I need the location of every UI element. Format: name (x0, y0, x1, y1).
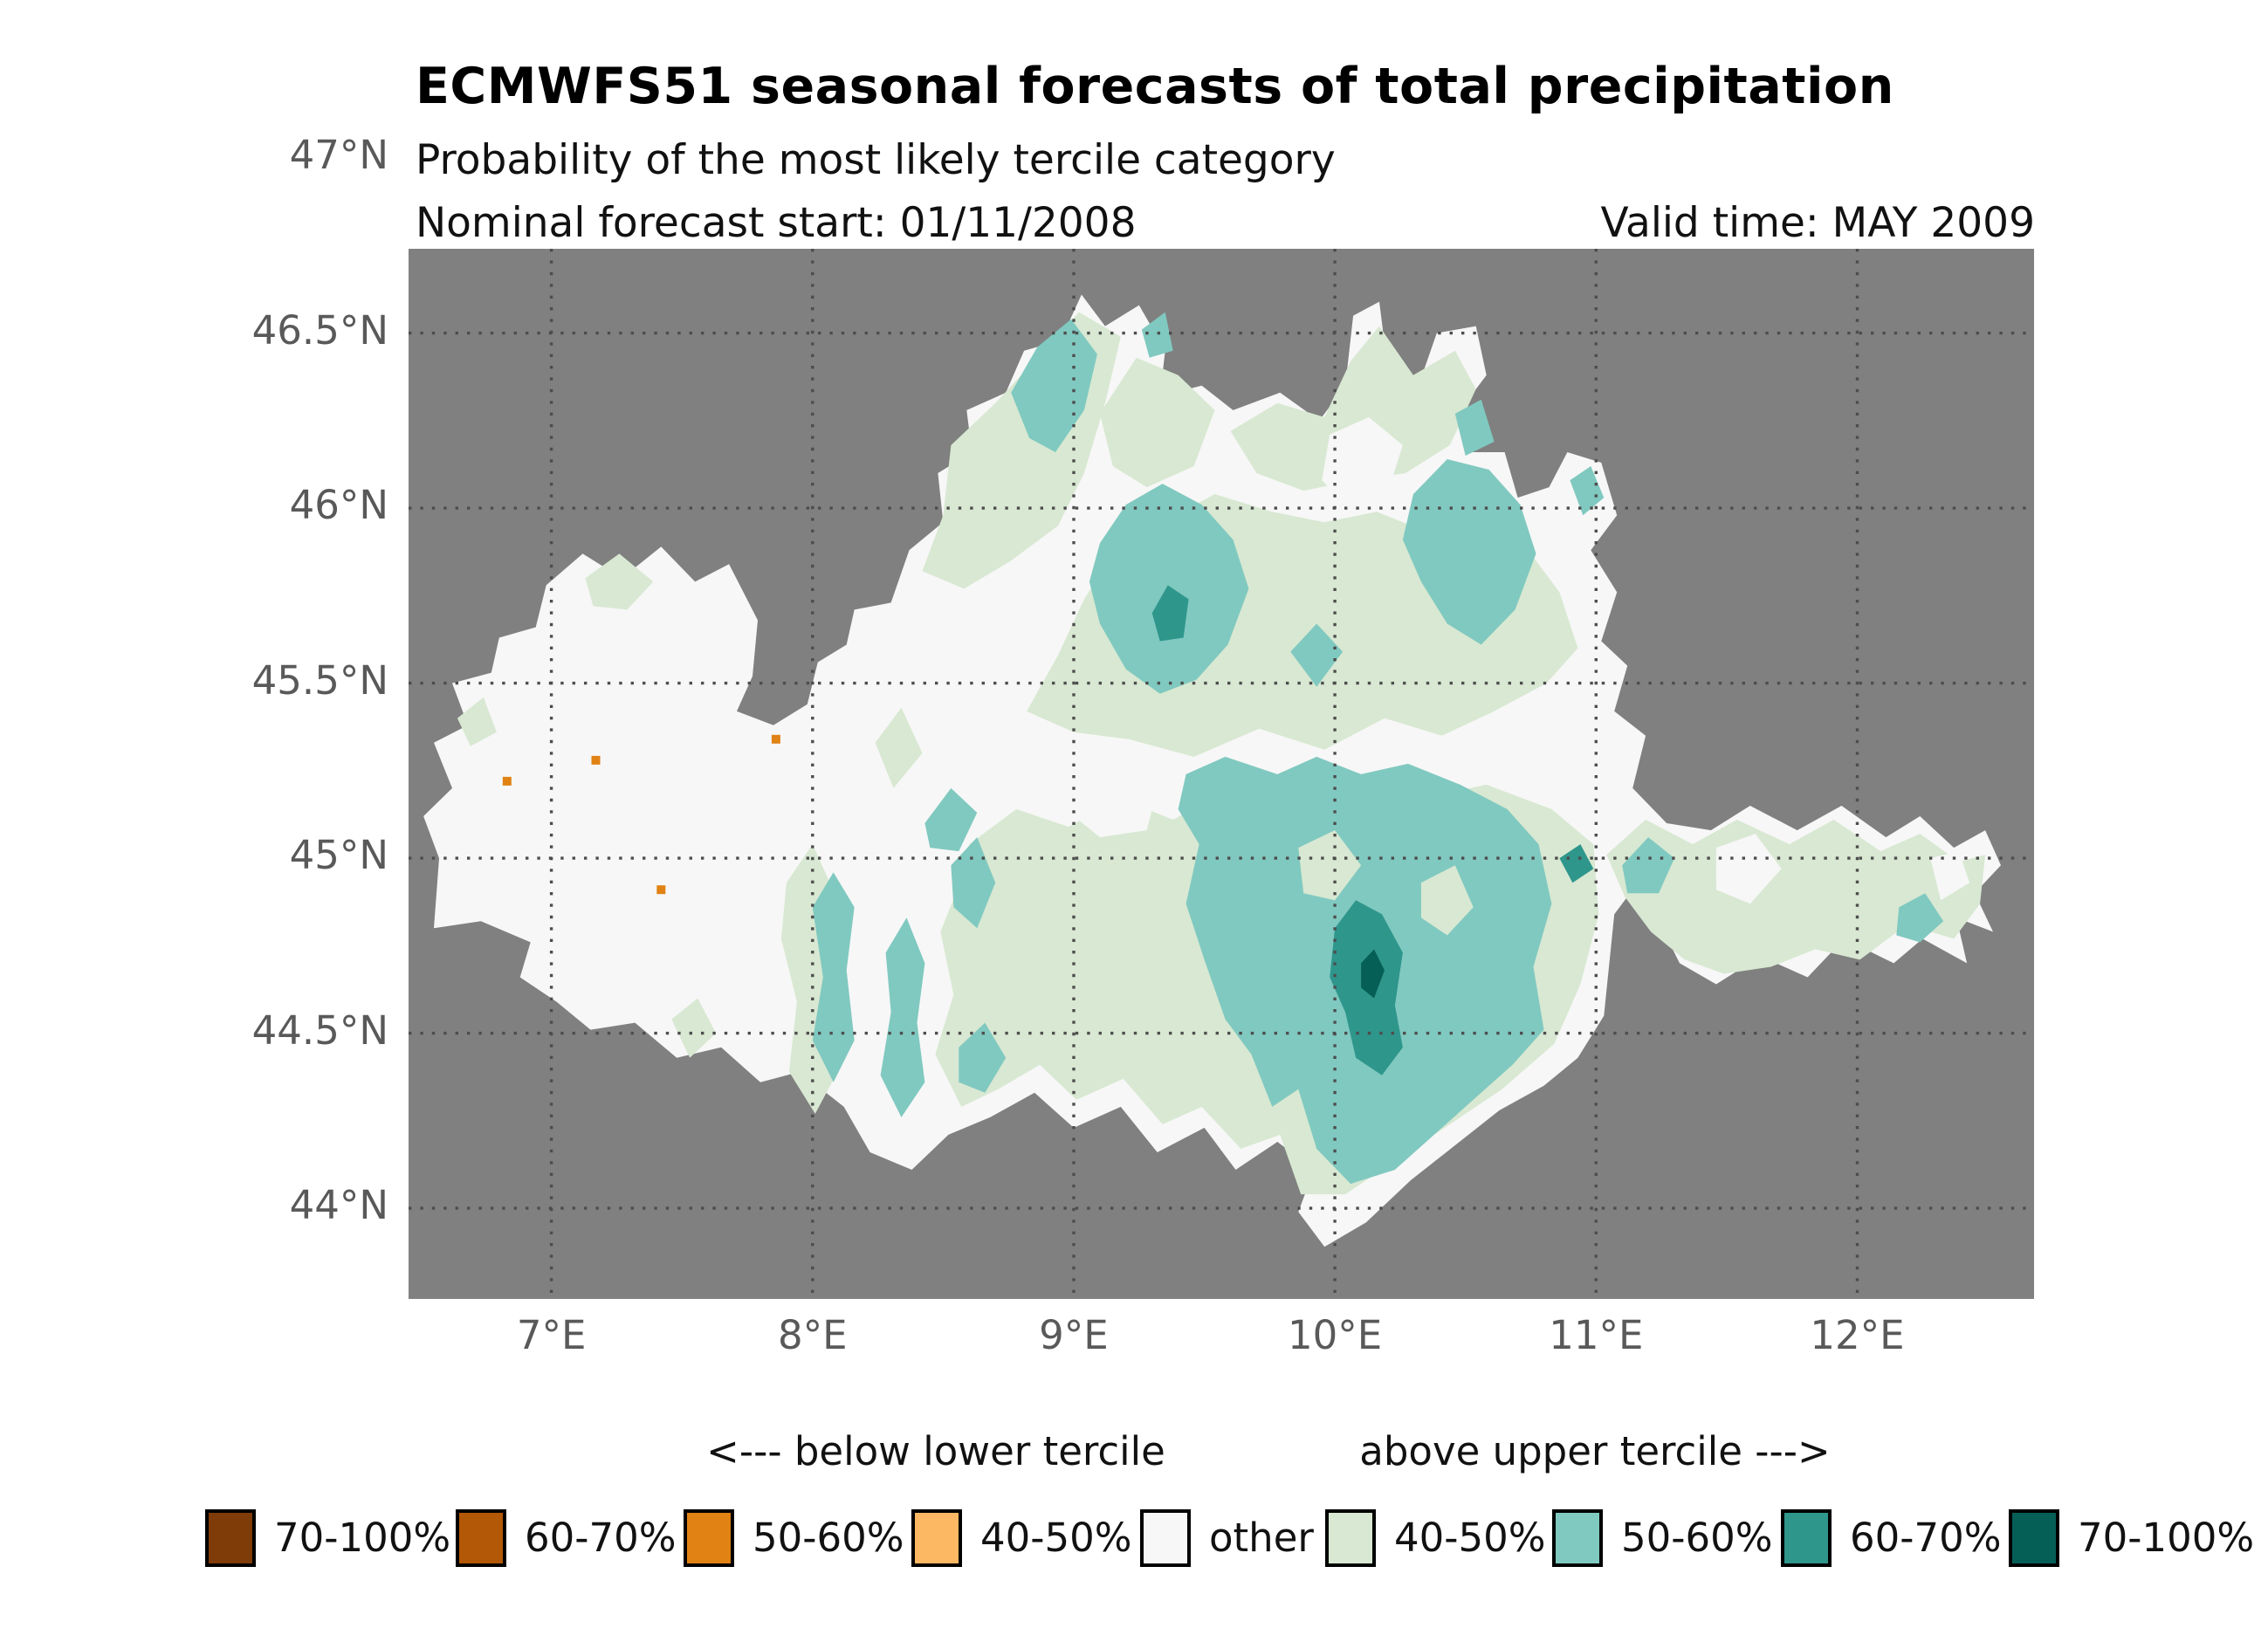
lon-tick-label: 12°E (1810, 1312, 1905, 1358)
valid-time-label: Valid time: MAY 2009 (1600, 199, 2035, 247)
lat-tick-label: 45°N (289, 832, 388, 879)
legend-label: 50-60% (753, 1515, 904, 1561)
page-title: ECMWFS51 seasonal forecasts of total pre… (416, 58, 1894, 115)
lon-tick-label: 8°E (778, 1312, 848, 1358)
legend-above-header: above upper tercile ---> (1359, 1428, 1831, 1474)
lat-tick-label: 44.5°N (251, 1007, 388, 1054)
probability-patch-above_40_50 (1606, 820, 1986, 974)
probability-patch-other (1930, 851, 1970, 901)
probability-patch-above_50_60 (1570, 466, 1605, 516)
legend-label: 60-70% (525, 1515, 677, 1561)
probability-patch-above_50_60 (1141, 312, 1173, 358)
legend-item-below_40_50: 40-50% (911, 1509, 1132, 1569)
probability-patch-other (1715, 834, 1782, 904)
map-panel (409, 249, 2034, 1299)
legend-swatch-other (1140, 1509, 1191, 1567)
probability-patch-above_40_50 (1298, 830, 1362, 901)
probability-patch-above_70_100 (1361, 949, 1385, 999)
lon-tick-label: 7°E (516, 1312, 587, 1358)
legend-label: 60-70% (1850, 1515, 2002, 1561)
legend-swatch-below_60_70 (456, 1509, 506, 1567)
legend-item-other: other (1140, 1509, 1314, 1569)
legend-item-below_50_60: 50-60% (684, 1509, 904, 1569)
legend-swatch-above_40_50 (1325, 1509, 1376, 1567)
lat-tick-label: 47°N (289, 132, 388, 179)
subtitle-probability: Probability of the most likely tercile c… (416, 136, 1336, 184)
legend-swatch-above_50_60 (1552, 1509, 1603, 1567)
below-tercile-cell (591, 755, 601, 765)
probability-patch-above_40_50 (1099, 357, 1215, 488)
below-tercile-cell (656, 885, 666, 895)
legend-item-below_70_100: 70-100% (205, 1509, 450, 1569)
legend-item-below_60_70: 60-70% (456, 1509, 677, 1569)
legend-item-above_70_100: 70-100% (2009, 1509, 2254, 1569)
legend-item-above_60_70: 60-70% (1781, 1509, 2002, 1569)
probability-patch-above_50_60 (1896, 893, 1944, 943)
legend-swatch-below_70_100 (205, 1509, 256, 1567)
map-canvas (409, 249, 2034, 1299)
legend-swatch-above_70_100 (2009, 1509, 2059, 1567)
probability-patch-above_60_70 (1151, 585, 1189, 642)
probability-patch-other (1074, 756, 1160, 838)
probability-patch-above_50_60 (880, 917, 925, 1117)
probability-patch-other (1322, 416, 1403, 509)
probability-patch-above_50_60 (959, 1022, 1007, 1093)
legend-item-above_50_60: 50-60% (1552, 1509, 1773, 1569)
below-tercile-cell (502, 776, 512, 786)
lon-tick-label: 10°E (1288, 1312, 1383, 1358)
probability-patch-above_50_60 (1290, 623, 1344, 687)
legend-label: other (1209, 1515, 1314, 1561)
forecast-start-label: Nominal forecast start: 01/11/2008 (416, 199, 1137, 247)
probability-patch-above_50_60 (924, 787, 978, 852)
lat-tick-label: 46.5°N (251, 306, 388, 354)
probability-patch-above_40_50 (1420, 865, 1474, 936)
probability-patch-above_40_50 (875, 707, 923, 788)
lat-tick-label: 46°N (289, 482, 388, 529)
legend-label: 40-50% (980, 1515, 1132, 1561)
lat-tick-label: 45.5°N (251, 656, 388, 704)
legend-label: 70-100% (274, 1515, 451, 1561)
lon-tick-label: 11°E (1549, 1312, 1644, 1358)
probability-patch-above_40_50 (1230, 326, 1476, 491)
lon-tick-label: 9°E (1039, 1312, 1109, 1358)
legend-label: 50-60% (1621, 1515, 1773, 1561)
legend-swatch-below_50_60 (684, 1509, 734, 1567)
probability-patch-above_50_60 (812, 872, 855, 1082)
probability-patch-above_40_50 (585, 553, 654, 610)
below-tercile-cell (771, 734, 780, 744)
probability-patch-above_50_60 (1402, 459, 1536, 645)
probability-patch-above_50_60 (951, 837, 996, 929)
legend-label: 70-100% (2078, 1515, 2255, 1561)
legend-swatch-below_40_50 (911, 1509, 962, 1567)
probability-patch-above_40_50 (671, 998, 717, 1058)
probability-patch-above_40_50 (457, 697, 497, 746)
probability-patch-above_50_60 (1011, 319, 1097, 452)
probability-patch-above_50_60 (1622, 837, 1675, 894)
legend-label: 40-50% (1394, 1515, 1546, 1561)
lat-tick-label: 44°N (289, 1182, 388, 1229)
probability-patch-above_50_60 (1454, 399, 1495, 456)
legend-swatch-above_60_70 (1781, 1509, 1832, 1567)
legend-item-above_40_50: 40-50% (1325, 1509, 1546, 1569)
legend-below-header: <--- below lower tercile (706, 1428, 1165, 1474)
probability-patch-above_60_70 (1559, 844, 1594, 883)
